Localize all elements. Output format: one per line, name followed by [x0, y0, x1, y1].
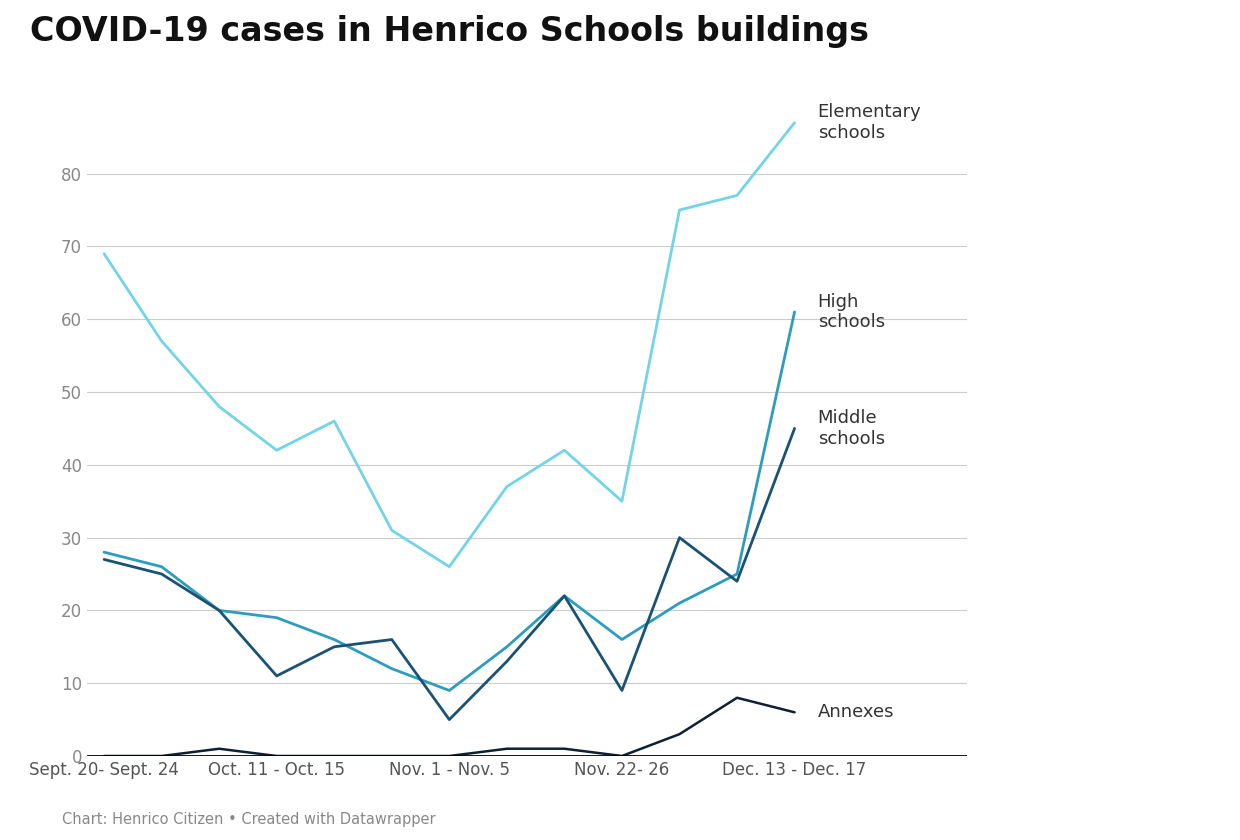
Text: Chart: Henrico Citizen • Created with Datawrapper: Chart: Henrico Citizen • Created with Da… [62, 812, 435, 827]
Text: High
schools: High schools [817, 292, 884, 331]
Text: Middle
schools: Middle schools [817, 409, 884, 448]
Text: COVID-19 cases in Henrico Schools buildings: COVID-19 cases in Henrico Schools buildi… [30, 15, 868, 49]
Text: Annexes: Annexes [817, 703, 894, 722]
Text: Elementary
schools: Elementary schools [817, 103, 921, 142]
